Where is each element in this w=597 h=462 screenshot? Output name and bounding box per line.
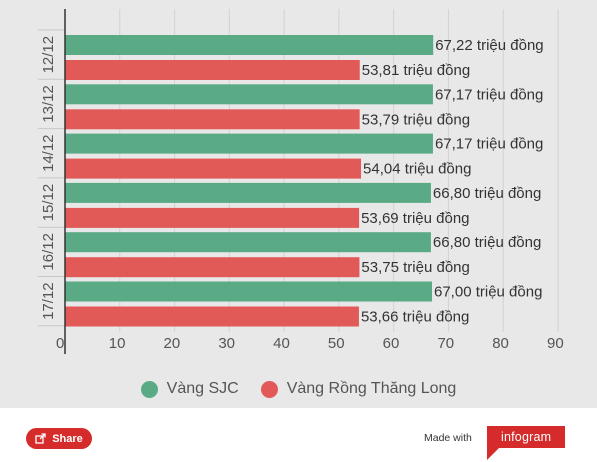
data-label: 67,22 triệu đồng [435, 37, 543, 54]
data-label: 53,75 triệu đồng [361, 259, 469, 276]
category-label: 13/12 [40, 85, 57, 123]
x-tick-label: 20 [164, 335, 181, 352]
data-label: 67,17 triệu đồng [435, 136, 543, 153]
category-label: 14/12 [40, 134, 57, 172]
data-label: 67,00 triệu đồng [434, 284, 542, 301]
x-tick-label: 0 [56, 335, 64, 352]
data-label: 67,17 triệu đồng [435, 86, 543, 103]
x-tick-label: 60 [383, 335, 400, 352]
x-tick-label: 80 [492, 335, 509, 352]
data-label: 53,66 triệu đồng [361, 309, 469, 326]
bar [65, 35, 434, 55]
bar [65, 306, 359, 327]
data-label: 66,80 triệu đồng [433, 185, 541, 202]
share-button[interactable]: Share [26, 428, 92, 449]
legend-label-rong-thang-long: Vàng Rồng Thăng Long [286, 380, 457, 397]
share-icon [35, 433, 46, 444]
bar [65, 84, 433, 105]
category-label: 12/12 [40, 36, 57, 74]
legend-item-rong-thang-long[interactable]: Vàng Rồng Thăng Long [260, 380, 457, 398]
data-label: 53,69 triệu đồng [361, 210, 469, 227]
x-tick-label: 70 [437, 335, 454, 352]
x-tick-label: 90 [547, 335, 564, 352]
bar [65, 109, 360, 130]
made-with-label: Made with [424, 432, 472, 444]
bar-chart: 67,22 triệu đồng 53,81 triệu đồng 67,17 tr… [38, 9, 564, 354]
category-label: 17/12 [40, 282, 57, 320]
legend: Vàng SJC Vàng Rồng Thăng Long [0, 376, 597, 402]
legend-swatch-sjc [140, 380, 158, 398]
brand-label: infogram [501, 430, 552, 444]
bar [65, 182, 431, 203]
bar [65, 60, 360, 80]
x-tick-label: 30 [218, 335, 235, 352]
bar [65, 133, 433, 154]
data-label: 54,04 triệu đồng [363, 161, 471, 178]
x-tick-label: 50 [328, 335, 345, 352]
data-label: 66,80 triệu đồng [433, 234, 541, 251]
footer: Share Made with infogram [0, 408, 597, 461]
legend-item-sjc[interactable]: Vàng SJC [140, 380, 239, 398]
chart-area: 67,22 triệu đồng 53,81 triệu đồng 67,17 tr… [0, 0, 597, 408]
data-label: 53,81 triệu đồng [362, 62, 470, 79]
bar [65, 281, 433, 302]
category-label: 16/12 [40, 233, 57, 271]
data-label: 53,79 triệu đồng [362, 111, 470, 128]
legend-swatch-rong-thang-long [260, 380, 278, 398]
category-label: 15/12 [40, 184, 57, 222]
bar [65, 257, 360, 278]
bar [65, 158, 362, 179]
x-tick-label: 40 [273, 335, 290, 352]
share-label: Share [52, 432, 83, 445]
bar [65, 207, 360, 228]
bar [65, 232, 431, 253]
x-tick-label: 10 [109, 335, 126, 352]
legend-label-sjc: Vàng SJC [166, 380, 239, 397]
infogram-logo[interactable]: infogram [479, 426, 565, 460]
